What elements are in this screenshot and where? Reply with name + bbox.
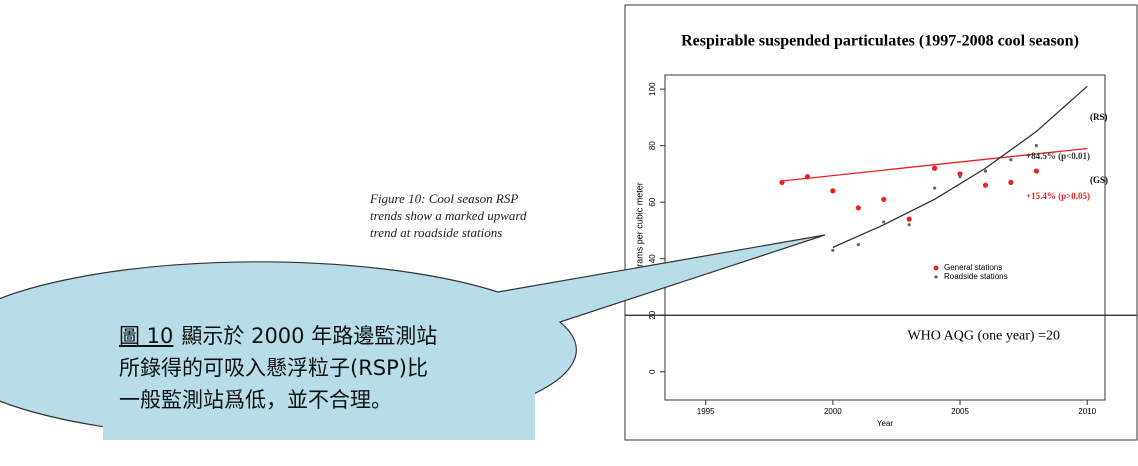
y-tick-label: 80	[648, 141, 657, 150]
legend-marker	[933, 265, 939, 271]
callout-line: 一般監測站爲低，並不合理。	[119, 388, 392, 412]
figure-frame	[624, 4, 1138, 441]
y-tick-label: 60	[648, 197, 657, 206]
x-tick-label: 1995	[697, 407, 715, 416]
data-point	[882, 220, 886, 224]
figure-caption: Figure 10: Cool season RSP trends show a…	[370, 190, 526, 241]
y-axis-label: Micrograms per cubic meter	[634, 182, 644, 294]
data-point	[907, 223, 911, 227]
caption-line: Figure 10: Cool season RSP	[370, 191, 519, 206]
caption-line: trends show a marked upward	[370, 208, 527, 223]
data-point	[983, 169, 988, 173]
figure-ref: 圖 10	[119, 324, 174, 348]
data-point	[881, 196, 887, 202]
reference-label: WHO AQG (one year) =20	[907, 328, 1060, 343]
data-point	[856, 242, 860, 247]
y-tick-label: 0	[648, 369, 657, 374]
data-point	[958, 175, 962, 179]
trend-name: (RS)	[1090, 112, 1108, 122]
data-point	[1009, 158, 1013, 162]
chart-title: Respirable suspended particulates (1997-…	[681, 33, 1079, 50]
legend-marker	[934, 275, 938, 279]
callout: 圖 10 顯示於 2000 年路邊監測站 所錄得的可吸入懸浮粒子(RSP)比 一般…	[103, 312, 535, 440]
data-point	[932, 186, 937, 190]
data-point	[1033, 168, 1039, 174]
legend-label: Roadside stations	[944, 272, 1008, 281]
callout-text: 顯示於 2000 年路邊監測站	[181, 324, 438, 348]
trend-line	[832, 85, 1088, 248]
y-tick-label: 100	[648, 82, 657, 96]
legend-label: General stations	[944, 263, 1002, 272]
data-point	[1034, 144, 1038, 148]
plot-frame	[664, 74, 1106, 401]
data-point	[1008, 179, 1014, 185]
data-point	[804, 174, 811, 180]
caption-line: trend at roadside stations	[370, 225, 503, 240]
data-point	[830, 188, 836, 194]
data-point	[779, 179, 785, 185]
data-point	[831, 248, 835, 252]
x-tick-label: 2010	[1078, 407, 1096, 416]
y-tick-label: 40	[648, 254, 657, 263]
callout-line: 所錄得的可吸入懸浮粒子(RSP)比	[119, 356, 428, 380]
data-point	[931, 165, 938, 171]
trend-line	[781, 147, 1088, 182]
trend-annotation: +84.5% (p<0.01)	[1026, 151, 1090, 161]
x-tick-label: 2000	[824, 407, 842, 416]
callout-line: 圖 10 顯示於 2000 年路邊監測站	[119, 320, 535, 352]
trend-annotation: +15.4% (p>0.05)	[1026, 191, 1090, 201]
data-point	[982, 182, 989, 188]
data-point	[855, 205, 861, 211]
trend-name: (GS)	[1090, 175, 1108, 185]
data-point	[906, 216, 912, 222]
x-tick-label: 2005	[951, 407, 969, 416]
x-axis-label: Year	[877, 419, 894, 428]
data-point	[957, 171, 963, 177]
